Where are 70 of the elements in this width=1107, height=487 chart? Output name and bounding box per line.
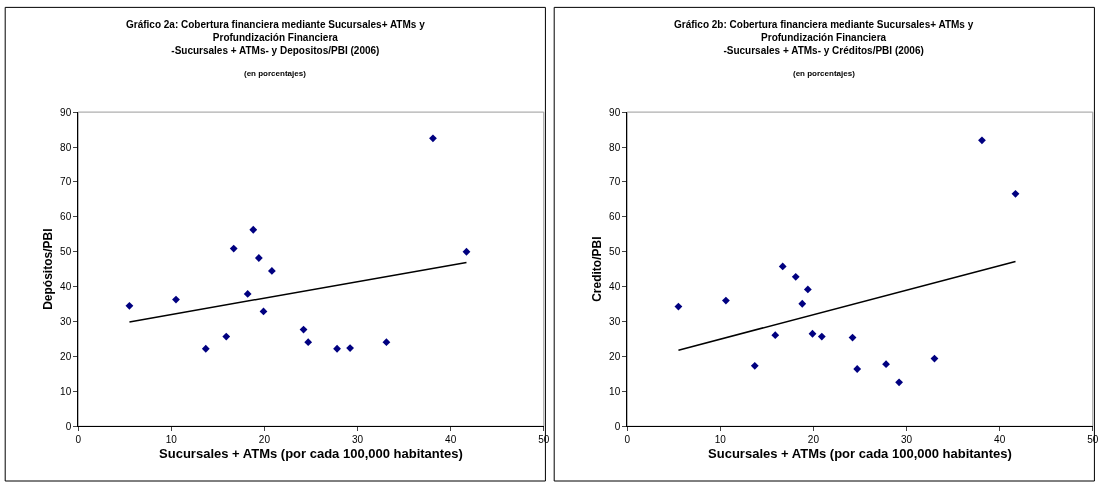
y-tick-label: 30 (60, 316, 72, 328)
point (346, 344, 354, 352)
y-tick-label: 90 (60, 106, 72, 118)
point (382, 338, 391, 347)
point (882, 360, 890, 369)
y-tick-label: 80 (60, 141, 72, 153)
point (254, 254, 263, 262)
point (429, 134, 437, 143)
point (304, 338, 313, 347)
chart-subtitle: (en porcentajes) (793, 69, 856, 78)
point (895, 378, 903, 387)
point (229, 244, 238, 253)
point (125, 301, 134, 310)
y-tick-label: 90 (609, 106, 621, 118)
y-tick-label: 70 (609, 176, 621, 188)
chart-subtitle: (en porcentajes) (244, 69, 307, 78)
point (299, 325, 308, 334)
point (222, 332, 231, 341)
x-axis-title: Sucursales + ATMs (por cada 100,000 habitantes) (708, 445, 1012, 461)
point (249, 225, 258, 234)
y-tick-label: 70 (60, 176, 72, 188)
x-tick-label: 10 (165, 434, 178, 446)
point (848, 333, 857, 342)
y-tick-label: 80 (609, 141, 621, 153)
y-axis-title: Depósitos/PBI (41, 228, 56, 310)
point (750, 361, 759, 370)
y-tick-label: 40 (609, 281, 621, 293)
point (778, 262, 787, 271)
x-tick-label: 40 (994, 434, 1006, 446)
point (978, 136, 986, 145)
x-tick-label: 0 (75, 434, 82, 446)
point (172, 295, 180, 304)
point (259, 307, 268, 316)
point (803, 285, 812, 294)
y-tick-label: 20 (60, 350, 72, 362)
point (771, 331, 780, 340)
point (722, 296, 730, 305)
y-tick-label: 60 (60, 211, 72, 223)
y-tick-label: 10 (609, 385, 621, 397)
point (817, 332, 826, 341)
x-tick-label: 20 (807, 434, 820, 446)
point (1011, 189, 1020, 198)
x-tick-label: 20 (258, 434, 271, 446)
point (201, 344, 210, 353)
x-tick-label: 30 (351, 434, 364, 446)
x-axis-title: Sucursales + ATMs (por cada 100,000 habitantes) (159, 445, 463, 461)
y-tick-label: 40 (60, 281, 72, 293)
point (853, 365, 862, 373)
x-tick-label: 10 (714, 434, 727, 446)
point (791, 272, 800, 281)
x-tick-label: 0 (624, 434, 631, 446)
point (462, 247, 471, 256)
y-tick-label: 50 (609, 246, 621, 258)
y-tick-label: 50 (60, 246, 72, 258)
y-tick-label: 30 (609, 316, 621, 328)
y-tick-label: 20 (609, 350, 621, 362)
point (808, 329, 817, 338)
point (243, 290, 252, 298)
x-tick-label: 30 (900, 434, 913, 446)
x-tick-label: 40 (445, 434, 457, 446)
chart-title: Gráfico 2a: Cobertura financiera mediante Sucursales+ ATMs y Profundización Financiera -Sucursales + ATMs- y Depositos/PBI (2006) (126, 19, 426, 56)
point (267, 267, 276, 275)
y-tick-label: 10 (60, 385, 72, 397)
point (798, 299, 807, 308)
y-tick-label: 0 (614, 420, 621, 432)
y-axis-title: Credito/PBI (590, 236, 605, 302)
y-tick-label: 0 (65, 420, 72, 432)
point (333, 344, 341, 353)
chart-title: Gráfico 2b: Cobertura financiera mediante Sucursales+ ATMs y Profundización Financiera -Sucursales + ATMs- y Créditos/PBI (2006) (674, 19, 974, 56)
y-tick-label: 60 (609, 211, 621, 223)
